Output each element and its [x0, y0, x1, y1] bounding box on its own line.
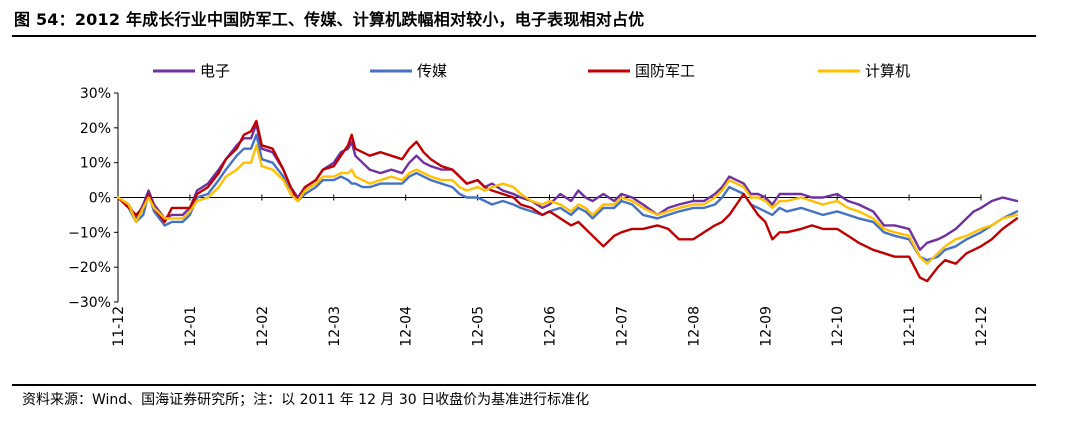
series-line-2 — [116, 133, 1019, 262]
legend-label: 国防军工 — [635, 62, 695, 80]
y-tick-label: −10% — [68, 225, 111, 241]
legend-label: 计算机 — [865, 62, 910, 80]
x-tick-label: 12-04 — [399, 306, 415, 347]
x-tick-label: 12-02 — [255, 306, 271, 347]
x-tick-label: 12-12 — [974, 306, 990, 347]
y-tick-label: 10% — [80, 156, 111, 172]
x-tick-label: 12-10 — [830, 306, 846, 347]
x-tick-label: 12-09 — [758, 306, 774, 347]
y-tick-label: −30% — [68, 295, 111, 311]
series-line-1 — [116, 123, 1019, 251]
x-tick-label: 12-07 — [614, 306, 630, 347]
x-tick-label: 12-11 — [902, 306, 918, 347]
x-tick-label: 12-06 — [543, 306, 559, 347]
series-line-3 — [116, 119, 1019, 283]
series-line-4 — [116, 144, 1019, 265]
legend-label: 传媒 — [417, 62, 447, 80]
source-note: 资料来源：Wind、国海证券研究所；注：以 2011 年 12 月 30 日收盘… — [22, 392, 590, 408]
title-rule — [12, 35, 1036, 37]
figure-title: 图 54：2012 年成长行业中国防军工、传媒、计算机跌幅相对较小，电子表现相对… — [14, 10, 645, 29]
x-tick-label: 12-08 — [686, 306, 702, 347]
y-tick-label: −20% — [68, 260, 111, 276]
y-tick-label: 0% — [89, 191, 111, 207]
source-rule — [12, 384, 1036, 386]
x-tick-label: 11-12 — [111, 306, 127, 347]
x-tick-label: 12-01 — [183, 306, 199, 347]
y-tick-label: 30% — [80, 86, 111, 102]
x-tick-label: 12-05 — [471, 306, 487, 347]
legend-label: 电子 — [200, 62, 230, 80]
plot-area: 30% 20% 10% 0% −10% −20% −30%11-12 12-01 12-02 12… — [68, 62, 1019, 347]
y-tick-label: 20% — [80, 121, 111, 137]
x-tick-label: 12-03 — [327, 306, 343, 347]
